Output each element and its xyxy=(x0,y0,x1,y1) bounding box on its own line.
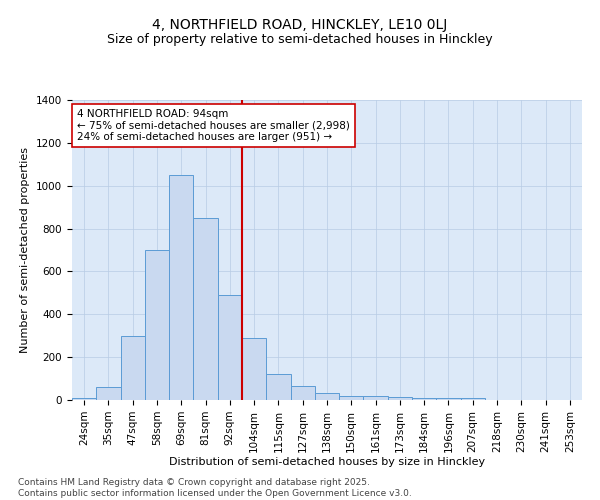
Bar xyxy=(96,387,121,400)
Bar xyxy=(436,398,461,400)
Bar xyxy=(364,396,388,400)
Bar xyxy=(461,398,485,400)
Bar xyxy=(121,336,145,400)
Bar xyxy=(412,398,436,400)
Text: Size of property relative to semi-detached houses in Hinckley: Size of property relative to semi-detach… xyxy=(107,32,493,46)
Bar xyxy=(242,338,266,400)
Bar xyxy=(388,397,412,400)
Bar xyxy=(266,374,290,400)
Bar xyxy=(193,218,218,400)
Bar xyxy=(72,398,96,400)
Bar xyxy=(315,392,339,400)
Text: Contains HM Land Registry data © Crown copyright and database right 2025.
Contai: Contains HM Land Registry data © Crown c… xyxy=(18,478,412,498)
Bar xyxy=(145,250,169,400)
Bar xyxy=(339,396,364,400)
Text: 4 NORTHFIELD ROAD: 94sqm
← 75% of semi-detached houses are smaller (2,998)
24% o: 4 NORTHFIELD ROAD: 94sqm ← 75% of semi-d… xyxy=(77,109,350,142)
Text: 4, NORTHFIELD ROAD, HINCKLEY, LE10 0LJ: 4, NORTHFIELD ROAD, HINCKLEY, LE10 0LJ xyxy=(152,18,448,32)
Bar xyxy=(169,175,193,400)
Bar xyxy=(218,295,242,400)
Bar xyxy=(290,386,315,400)
Y-axis label: Number of semi-detached properties: Number of semi-detached properties xyxy=(20,147,31,353)
X-axis label: Distribution of semi-detached houses by size in Hinckley: Distribution of semi-detached houses by … xyxy=(169,458,485,468)
